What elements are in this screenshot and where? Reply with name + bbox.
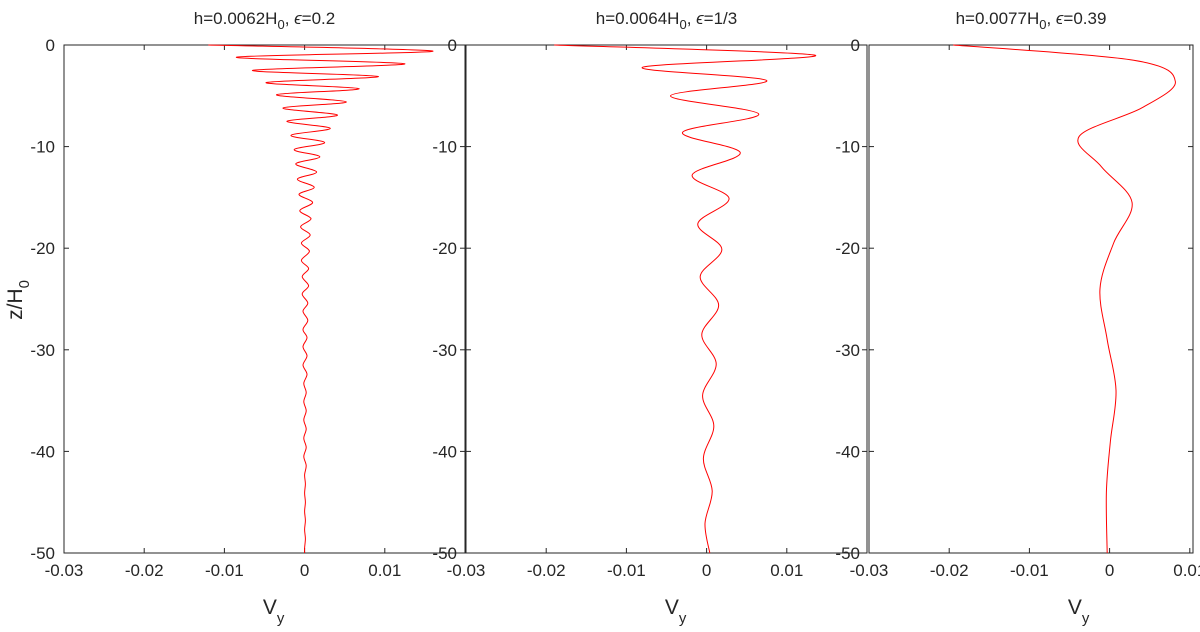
- y-tick-label: 0: [448, 36, 457, 55]
- x-tick-label: 0: [702, 561, 711, 580]
- y-tick-label: -50: [432, 544, 457, 563]
- title-main: h=0.0062H: [194, 9, 278, 28]
- panel-title: h=0.0062H0, ϵ=0.2: [194, 9, 335, 32]
- title-sub: 0: [679, 17, 686, 32]
- x-tick-label: 0.01: [1173, 561, 1200, 580]
- y-tick-label: -10: [835, 138, 860, 157]
- y-axis-label: z/H0: [4, 280, 33, 320]
- y-tick-label: -30: [30, 341, 55, 360]
- axes-box: [63, 44, 466, 554]
- x-tick-label: -0.02: [527, 561, 566, 580]
- x-axis-label-sub: y: [679, 610, 687, 627]
- y-axis-label-main: z/H: [4, 288, 27, 320]
- title-epsilon: ϵ: [696, 9, 704, 28]
- panel-title: h=0.0077H0, ϵ=0.39: [956, 9, 1107, 32]
- y-tick-label: -40: [835, 442, 860, 461]
- title-value: =0.2: [302, 9, 336, 28]
- x-axis-label: Vy: [263, 596, 285, 627]
- x-axis-label: Vy: [665, 596, 687, 627]
- y-tick-label: -20: [432, 239, 457, 258]
- title-value: =1/3: [704, 9, 738, 28]
- series-line-1: [554, 44, 816, 554]
- panel-2: -0.03 -0.02 -0.01 0 0.01 0 -10 -20 -30 -40 -50 h=0.…: [432, 9, 868, 627]
- x-axis-label: Vy: [1068, 596, 1090, 627]
- x-tick-label: -0.03: [45, 561, 84, 580]
- y-tick-label: -20: [30, 239, 55, 258]
- x-tick-label: -0.02: [125, 561, 164, 580]
- title-epsilon: ϵ: [1056, 9, 1064, 28]
- y-tick-label: -20: [835, 239, 860, 258]
- x-tick-label: -0.03: [447, 561, 486, 580]
- title-sub: 0: [1039, 17, 1046, 32]
- y-tick-label: -10: [30, 138, 55, 157]
- y-tick-label: -40: [432, 442, 457, 461]
- y-tick-label: -50: [835, 544, 860, 563]
- panel-3: -0.03 -0.02 -0.01 0 0.01 0 -10 -20 -30 -40 -50 h=0.…: [835, 9, 1200, 627]
- axes-box: [465, 44, 868, 554]
- series-line-1: [953, 44, 1176, 554]
- x-tick-label: -0.02: [930, 561, 969, 580]
- series-line-1: [208, 44, 434, 554]
- x-tick-label: 0: [1105, 561, 1114, 580]
- x-axis-label-sub: y: [277, 610, 285, 627]
- panels: -0.03 -0.02 -0.01 0 0.01 0 -10 -20 -30 -40 -50 h=0.…: [30, 9, 1200, 627]
- x-tick-label: 0.01: [368, 561, 401, 580]
- title-main: h=0.0064H: [596, 9, 680, 28]
- y-tick-label: -40: [30, 442, 55, 461]
- y-tick-label: -30: [432, 341, 457, 360]
- axes-box: [868, 44, 1194, 554]
- y-tick-label: 0: [851, 36, 860, 55]
- x-tick-label: -0.03: [850, 561, 889, 580]
- title-value: =0.39: [1063, 9, 1106, 28]
- y-tick-label: -30: [835, 341, 860, 360]
- x-axis-label-main: V: [665, 596, 679, 619]
- x-axis-label-main: V: [263, 596, 277, 619]
- title-sep: ,: [285, 9, 294, 28]
- y-tick-label: -50: [30, 544, 55, 563]
- x-tick-label: -0.01: [1010, 561, 1049, 580]
- y-axis-label-sub: 0: [16, 280, 33, 288]
- panel-1: -0.03 -0.02 -0.01 0 0.01 0 -10 -20 -30 -40 -50 h=0.…: [30, 9, 466, 627]
- x-axis-label-sub: y: [1082, 610, 1090, 627]
- x-tick-label: -0.01: [607, 561, 646, 580]
- panel-title: h=0.0064H0, ϵ=1/3: [596, 9, 737, 32]
- x-axis-label-main: V: [1068, 596, 1082, 619]
- x-tick-label: 0.01: [770, 561, 803, 580]
- y-tick-label: 0: [46, 36, 55, 55]
- y-tick-label: -10: [432, 138, 457, 157]
- title-sep: ,: [687, 9, 696, 28]
- x-tick-label: -0.01: [205, 561, 244, 580]
- title-sub: 0: [277, 17, 284, 32]
- title-sep: ,: [1046, 9, 1055, 28]
- x-tick-label: 0: [300, 561, 309, 580]
- title-main: h=0.0077H: [956, 9, 1040, 28]
- title-epsilon: ϵ: [294, 9, 302, 28]
